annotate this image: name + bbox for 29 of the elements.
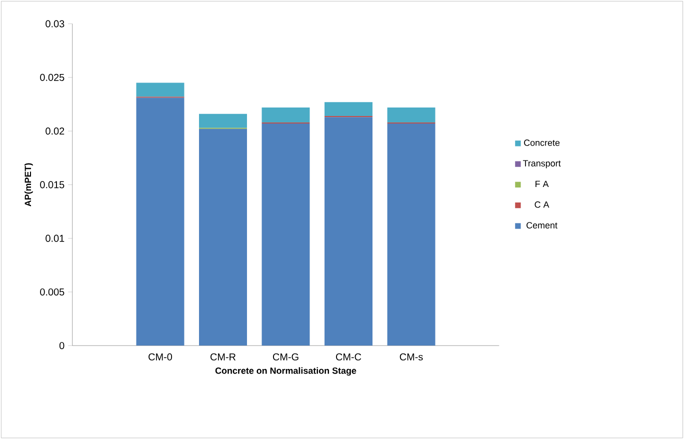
y-axis-title: AP(mPET) — [24, 163, 33, 206]
bar — [262, 123, 310, 346]
legend-label: Concrete — [524, 139, 560, 146]
y-tick-label: 0.015 — [40, 181, 64, 188]
legend-label: F A — [536, 180, 549, 187]
bar — [324, 117, 372, 346]
x-tick-label: CM-s — [400, 353, 423, 360]
y-tick-label: 0.01 — [46, 234, 64, 242]
bar — [136, 98, 184, 346]
bar — [199, 128, 247, 346]
bar — [324, 102, 372, 116]
x-axis-title: Concrete on Normalisation Stage — [215, 367, 356, 376]
x-tick-label: CM-G — [272, 353, 298, 360]
y-tick-label: 0.005 — [40, 288, 64, 296]
bar — [387, 107, 436, 122]
legend-label: Cement — [526, 222, 558, 228]
legend-label: Transport — [522, 160, 561, 168]
bar — [136, 82, 184, 97]
bar — [199, 114, 247, 128]
y-tick-label: 0.025 — [40, 74, 64, 81]
y-tick-label: 0.02 — [46, 127, 64, 135]
bar — [387, 123, 436, 346]
x-tick-label: CM-C — [336, 353, 362, 360]
x-tick-label: CM-R — [210, 353, 236, 360]
y-tick-label: 0 — [59, 342, 64, 350]
y-tick-label: 0.03 — [46, 20, 64, 28]
legend-label: C A — [534, 201, 550, 208]
x-tick-label: CM-0 — [148, 353, 172, 360]
bar — [262, 107, 310, 122]
